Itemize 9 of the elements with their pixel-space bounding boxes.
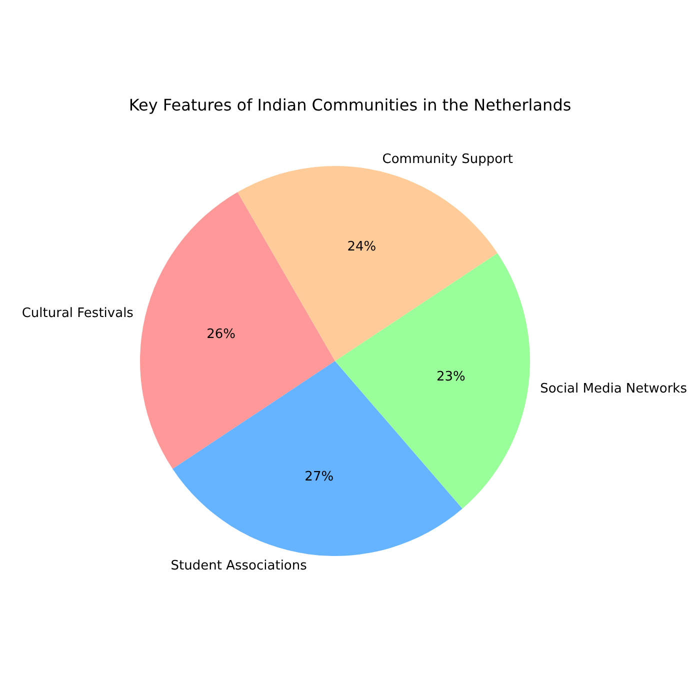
data-label: 24% xyxy=(347,240,376,255)
slice-label: Community Support xyxy=(382,152,514,167)
chart-title: Key Features of Indian Communities in the Netherlands xyxy=(128,96,572,114)
slice-label: Student Associations xyxy=(170,558,308,574)
slice-label: Cultural Festivals xyxy=(22,306,134,322)
data-label: 26% xyxy=(206,326,236,342)
data-label: 23% xyxy=(436,369,466,384)
slice-label: Social Media Networks xyxy=(540,382,688,397)
data-label: 27% xyxy=(304,469,334,484)
